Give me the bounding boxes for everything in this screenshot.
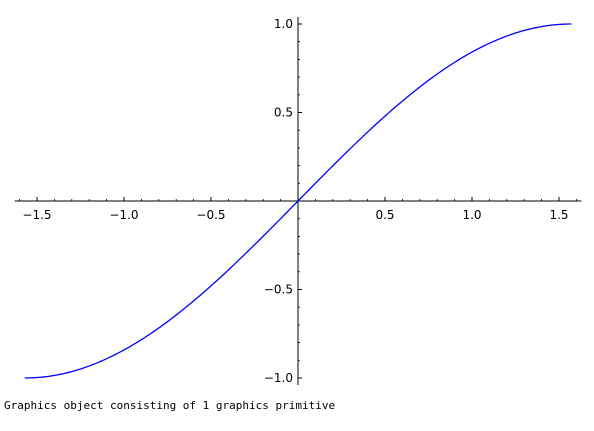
x-tick-label: 1.5 [549,208,568,222]
x-ticks: −1.5 −1.0 −0.5 0.5 1.0 1.5 [22,197,569,222]
output-caption: Graphics object consisting of 1 graphics… [4,399,336,412]
x-tick-label: −1.5 [22,208,51,222]
x-tick-label: −0.5 [196,208,225,222]
x-tick-label: 1.0 [462,208,481,222]
y-tick-label: 0.5 [274,106,293,120]
x-tick-label: −1.0 [109,208,138,222]
series-line-sin [24,23,572,379]
x-tick-label: 0.5 [375,208,394,222]
y-tick-label: −0.5 [264,283,293,297]
y-tick-label: 1.0 [274,17,293,31]
axes: −1.5 −1.0 −0.5 0.5 1.0 1.5 −1.0 −0.5 0.5 1.0 [14,17,582,385]
y-ticks: −1.0 −0.5 0.5 1.0 [264,17,302,385]
y-tick-label: −1.0 [264,371,293,385]
